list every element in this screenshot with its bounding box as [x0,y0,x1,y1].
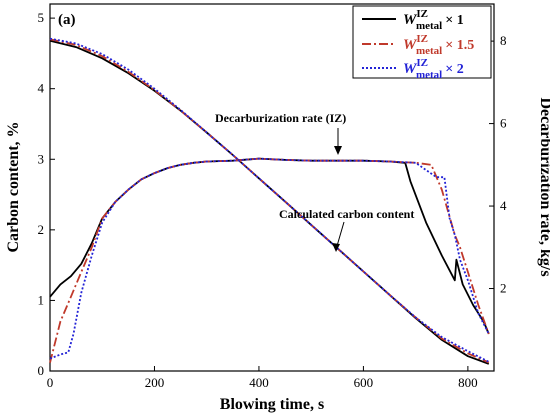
annotation-decarburization: Decarburization rate (IZ) [215,111,346,155]
y-left-tick-label-0: 0 [38,363,45,378]
series-line-decarburization-rate-1 [49,157,490,335]
plot-border [49,3,495,372]
y-left-tick-label-1: 1 [38,292,45,307]
y-left-tick-label-4: 4 [38,81,45,96]
legend-base-2: W [403,37,418,53]
x-tick-label-0: 0 [47,375,54,390]
panel-label: (a) [58,12,76,28]
legend-entry-3: WIZ metal × 2 [362,57,464,81]
y-left-tick-label-2: 2 [38,222,45,237]
legend-label-3: WIZ metal × 2 [403,57,464,81]
y-axis-right-title: Decarburization rate, kg/s [537,97,550,276]
plot-frame [49,3,495,372]
legend-label-2: WIZ metal × 1.5 [403,33,474,57]
series-line-carbon-content-3 [49,37,490,363]
legend-sup-2: IZ [416,33,428,45]
legend-base-1: W [403,12,418,28]
annotation-carbon-arrow [336,221,345,247]
annotation-carbon-arrowhead [332,243,340,252]
y-left-tick-label-3: 3 [38,151,45,166]
x-tick-label-800: 800 [458,375,478,390]
annotation-decarb-text: Decarburization rate (IZ) [215,111,346,125]
x-tick-label-400: 400 [249,375,269,390]
series-line-decarburization-rate-2 [49,157,490,364]
series-line-decarburization-rate-3 [49,157,490,360]
legend-sub-2: metal [416,45,442,57]
data-marks [49,37,490,365]
legend-sub-1: metal [416,20,442,32]
legend-mult-2: × 1.5 [445,38,474,53]
y-right-tick-label-8: 8 [500,33,507,48]
y-right-tick-label-6: 6 [500,116,507,131]
annotation-decarb-arrowhead [334,146,342,155]
series-line-carbon-content-2 [49,38,490,364]
y-axis-left-title: Carbon content, % [5,121,22,252]
legend-entry-1: WIZ metal × 1 [362,8,464,32]
legend: WIZ metal × 1 WIZ metal × 1.5 WIZ metal × 2 [352,5,492,81]
legend-label-1: WIZ metal × 1 [403,8,464,32]
x-axis-title: Blowing time, s [220,396,324,413]
y-left-tick-label-5: 5 [38,10,45,25]
legend-mult-1: × 1 [445,13,463,28]
annotation-carbon: Calculated carbon content [279,207,414,252]
legend-sub-3: metal [416,69,442,81]
y-right-tick-label-2: 2 [500,281,507,296]
x-tick-label-200: 200 [145,375,165,390]
annotation-carbon-text: Calculated carbon content [279,207,414,221]
legend-mult-3: × 2 [445,62,463,77]
legend-sup-1: IZ [416,8,428,20]
y-right-tick-label-4: 4 [500,198,507,213]
legend-base-3: W [403,61,418,77]
x-tick-label-600: 600 [354,375,374,390]
axis-ticks: 0 200 400 600 800 0 1 2 3 4 5 2 4 6 8 [38,10,508,390]
legend-sup-3: IZ [416,57,428,69]
legend-entry-2: WIZ metal × 1.5 [362,33,474,57]
